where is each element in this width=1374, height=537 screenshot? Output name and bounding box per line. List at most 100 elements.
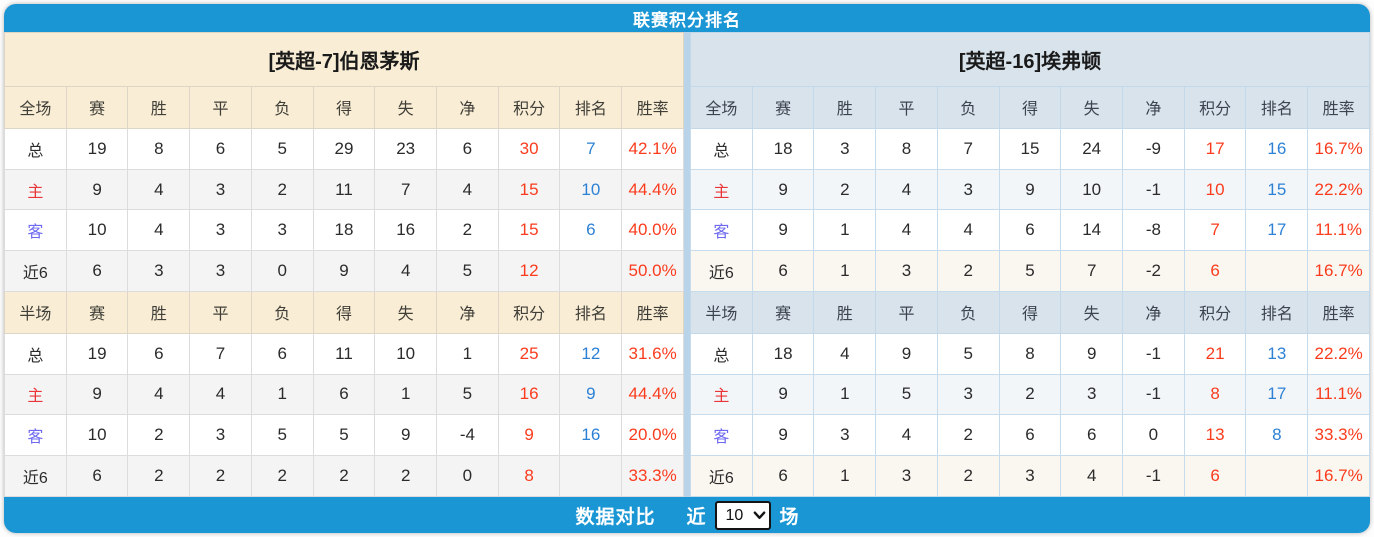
row-label: 近6: [690, 455, 753, 497]
stat-cell: -1: [1122, 168, 1185, 211]
points-cell: 30: [497, 127, 561, 170]
win-rate-cell: 33.3%: [621, 455, 684, 497]
column-header: 排名: [1245, 86, 1309, 129]
stat-cell: 3: [250, 209, 314, 252]
column-header: 失: [1060, 86, 1124, 129]
stat-cell: 4: [374, 250, 438, 292]
points-cell: 15: [497, 209, 561, 252]
stat-cell: 2: [374, 455, 438, 497]
stat-cell: 19: [65, 127, 129, 170]
panel-divider: [684, 32, 690, 497]
rank-cell: 13: [1245, 332, 1309, 375]
win-rate-cell: 16.7%: [1307, 127, 1370, 170]
stat-cell: 0: [436, 455, 499, 497]
title-bar: 联赛积分排名: [4, 4, 1370, 32]
points-cell: 12: [497, 250, 561, 292]
points-cell: 6: [1183, 250, 1247, 292]
column-header: 赛: [65, 290, 129, 334]
column-header: 胜: [813, 290, 877, 334]
stat-cell: 6: [751, 455, 815, 497]
rank-cell: 8: [1245, 414, 1309, 457]
footer-bar: 数据对比 近 10 场: [4, 497, 1370, 533]
table-row: 近6 6 1 3 2 3 4 -1 6 16.7%: [690, 455, 1370, 497]
table-row: 近6 6 2 2 2 2 2 0 8 33.3%: [4, 455, 684, 497]
stat-cell: 9: [751, 168, 815, 211]
stat-cell: 8: [998, 332, 1062, 375]
matches-suffix-label: 场: [779, 506, 799, 528]
stat-cell: 6: [65, 455, 129, 497]
stat-cell: 9: [998, 168, 1062, 211]
rank-cell: 17: [1245, 373, 1309, 416]
rank-cell: [559, 250, 623, 292]
row-label: 近6: [690, 250, 753, 292]
column-header: 积分: [497, 290, 561, 334]
stat-cell: 9: [374, 414, 438, 457]
section-label: 全场: [690, 86, 753, 129]
stat-cell: 18: [312, 209, 376, 252]
win-rate-cell: 33.3%: [1307, 414, 1370, 457]
stat-cell: -1: [1122, 373, 1185, 416]
points-cell: 9: [497, 414, 561, 457]
table-row: 主 9 2 4 3 9 10 -1 10 15 22.2%: [690, 168, 1370, 211]
stat-cell: 9: [875, 332, 938, 375]
stat-cell: 2: [998, 373, 1062, 416]
team-name: [英超-16]埃弗顿: [690, 31, 1370, 88]
column-header: 得: [312, 290, 376, 334]
stat-cell: 2: [936, 455, 1000, 497]
stat-cell: -4: [436, 414, 499, 457]
stat-cell: 23: [374, 127, 438, 170]
points-cell: 8: [497, 455, 561, 497]
column-header: 负: [936, 86, 1000, 129]
column-header: 失: [1060, 290, 1124, 334]
stat-cell: 7: [936, 127, 1000, 170]
stat-cell: 0: [250, 250, 314, 292]
stat-cell: 1: [374, 373, 438, 416]
stat-cell: 4: [1060, 455, 1124, 497]
section-label: 半场: [4, 290, 67, 334]
league-standings-panel: 联赛积分排名 [英超-7]伯恩茅斯 全场赛胜平负得失净积分 排名 胜率总 19 8 6 5 29…: [4, 4, 1370, 533]
team-name: [英超-7]伯恩茅斯: [4, 31, 684, 88]
stat-cell: 1: [813, 455, 877, 497]
win-rate-cell: 31.6%: [621, 332, 684, 375]
rank-cell: [1245, 455, 1309, 497]
row-label: 近6: [4, 455, 67, 497]
table-row: 近6 6 3 3 0 9 4 5 12 50.0%: [4, 250, 684, 292]
stat-cell: 4: [875, 168, 938, 211]
table-row: 主 9 1 5 3 2 3 -1 8 17 11.1%: [690, 373, 1370, 416]
column-header: 胜: [127, 290, 191, 334]
points-cell: 10: [1183, 168, 1247, 211]
column-header: 赛: [751, 86, 815, 129]
stat-cell: 1: [436, 332, 499, 375]
page-title: 联赛积分排名: [633, 10, 741, 30]
stat-cell: 19: [65, 332, 129, 375]
stat-cell: 11: [312, 332, 376, 375]
stat-cell: 5: [312, 414, 376, 457]
column-header: 胜率: [1307, 290, 1370, 334]
table-row: 主 9 4 3 2 11 7 4 15 10 44.4%: [4, 168, 684, 211]
column-header: 平: [875, 290, 938, 334]
stat-cell: 5: [998, 250, 1062, 292]
win-rate-cell: 22.2%: [1307, 332, 1370, 375]
stat-cell: 3: [813, 127, 877, 170]
row-label: 主: [4, 373, 67, 416]
recent-matches-select[interactable]: 10: [714, 500, 771, 530]
win-rate-cell: 16.7%: [1307, 250, 1370, 292]
stat-cell: 8: [875, 127, 938, 170]
team-panel-home: [英超-7]伯恩茅斯 全场赛胜平负得失净积分 排名 胜率总 19 8 6 5 29 23 6 30 7 4…: [4, 31, 684, 497]
stat-cell: 6: [65, 250, 129, 292]
column-header: 平: [189, 290, 252, 334]
stat-cell: 3: [189, 168, 252, 211]
row-label: 总: [690, 127, 753, 170]
row-label: 近6: [4, 250, 67, 292]
stat-cell: 3: [189, 414, 252, 457]
stat-cell: 1: [813, 373, 877, 416]
column-header: 胜率: [621, 86, 684, 129]
stat-cell: 4: [875, 414, 938, 457]
column-header: 负: [250, 290, 314, 334]
stat-cell: 9: [65, 373, 129, 416]
column-header: 胜率: [621, 290, 684, 334]
stat-cell: 2: [250, 455, 314, 497]
stat-cell: 24: [1060, 127, 1124, 170]
stat-cell: 3: [127, 250, 191, 292]
table-row: 客 9 1 4 4 6 14 -8 7 17 11.1%: [690, 209, 1370, 252]
